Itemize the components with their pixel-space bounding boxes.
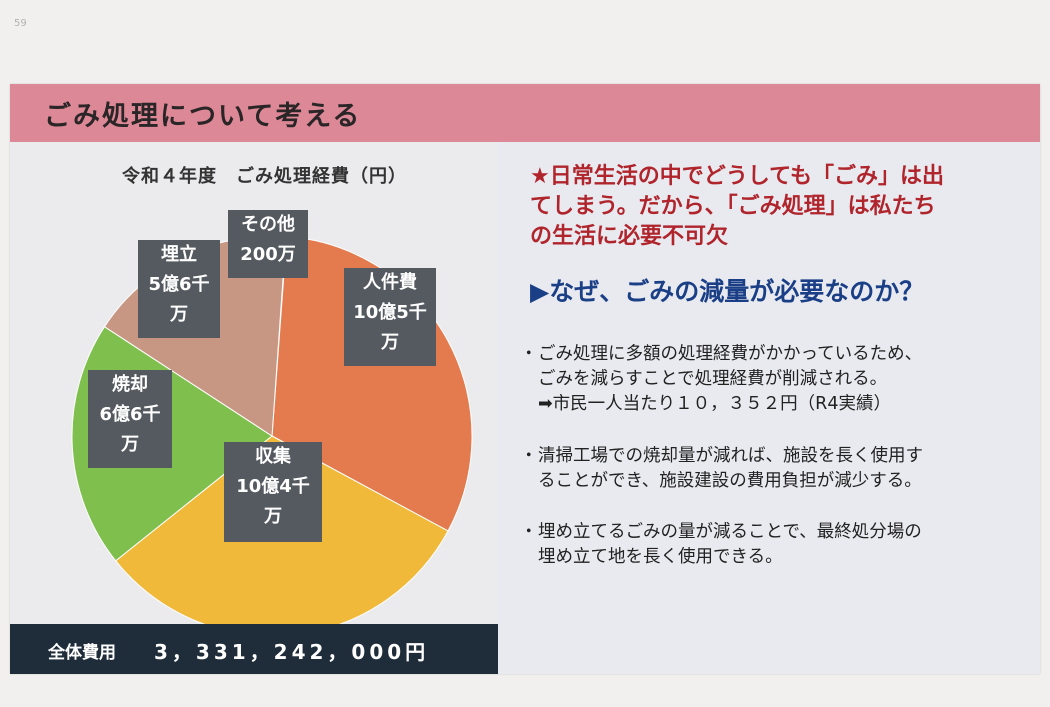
- bullet-dot: ・: [520, 446, 538, 466]
- total-cost-label: 全体費用: [48, 643, 116, 663]
- page-number: 59: [14, 18, 27, 29]
- bullet-line: ➡市民一人当たり１０，３５２円（R4実績）: [538, 394, 891, 414]
- label-personnel: 人件費 10億5千 万: [344, 268, 436, 366]
- label-collection: 収集 10億4千 万: [224, 442, 322, 542]
- label-incineration-name: 焼却: [112, 374, 148, 395]
- total-cost-value: 3，331，242，000円: [154, 640, 430, 664]
- label-collection-value: 10億4千: [236, 476, 310, 497]
- bullet-dot: ・: [520, 344, 538, 364]
- bullet-item: ・ 清掃工場での焼却量が減れば、施設を長く使用す ることができ、施設建設の費用負…: [520, 444, 1032, 494]
- label-landfill: 埋立 5億6千 万: [138, 240, 220, 338]
- question-heading: ▶なぜ、ごみの減量が必要なのか？: [530, 277, 925, 306]
- text-panel: ★日常生活の中でどうしても「ごみ」は出 てしまう。だから、「ごみ処理」は私たち …: [498, 142, 1040, 674]
- label-other-value: 200万: [240, 244, 296, 265]
- bullet-line: 清掃工場での焼却量が減れば、施設を長く使用す: [538, 446, 923, 466]
- bullet-line: ごみを減らすことで処理経費が削減される。: [538, 369, 888, 389]
- intro-line-3: の生活に必要不可欠: [530, 224, 729, 249]
- bullet-item: ・ 埋め立てるごみの量が減ることで、最終処分場の 埋め立て地を長く使用できる。: [520, 520, 1032, 570]
- bullet-line: ることができ、施設建設の費用負担が減少する。: [538, 471, 922, 491]
- label-incineration-value: 6億6千: [99, 404, 161, 425]
- bullet-item: ・ ごみ処理に多額の処理経費がかかっているため、 ごみを減らすことで処理経費が削…: [520, 342, 1032, 417]
- label-incineration: 焼却 6億6千 万: [88, 370, 172, 468]
- label-other: その他 200万: [228, 210, 308, 278]
- label-collection-name: 収集: [255, 446, 291, 467]
- chart-title: 令和４年度 ごみ処理経費（円）: [122, 166, 407, 187]
- label-personnel-value: 10億5千: [353, 302, 427, 323]
- intro-line-1: ★日常生活の中でどうしても「ごみ」は出: [530, 164, 944, 189]
- label-landfill-value: 5億6千: [148, 274, 210, 295]
- bullet-line: 埋め立て地を長く使用できる。: [538, 547, 783, 567]
- chart-panel: 令和４年度 ごみ処理経費（円） その他 200万 埋立 5億6千 万 人件費 1…: [10, 142, 498, 624]
- bullet-line: 埋め立てるごみの量が減ることで、最終処分場の: [538, 522, 922, 542]
- intro-statement: ★日常生活の中でどうしても「ごみ」は出 てしまう。だから、「ごみ処理」は私たち …: [530, 162, 1030, 252]
- label-landfill-name: 埋立: [161, 244, 197, 265]
- label-personnel-name: 人件費: [363, 272, 417, 293]
- slide: ごみ処理について考える 令和４年度 ごみ処理経費（円） その他 200万 埋立 …: [10, 84, 1040, 674]
- bullet-dot: ・: [520, 522, 538, 542]
- intro-line-2: てしまう。だから、「ごみ処理」は私たち: [530, 194, 936, 219]
- label-incineration-unit: 万: [121, 434, 139, 455]
- total-cost-bar: 全体費用 3，331，242，000円: [10, 624, 498, 674]
- page-title: ごみ処理について考える: [44, 101, 362, 132]
- label-personnel-unit: 万: [381, 332, 399, 353]
- bullet-line: ごみ処理に多額の処理経費がかかっているため、: [538, 344, 923, 364]
- label-landfill-unit: 万: [170, 304, 188, 325]
- label-collection-unit: 万: [264, 506, 282, 527]
- header-bar: ごみ処理について考える: [10, 84, 1040, 142]
- label-other-name: その他: [241, 214, 295, 235]
